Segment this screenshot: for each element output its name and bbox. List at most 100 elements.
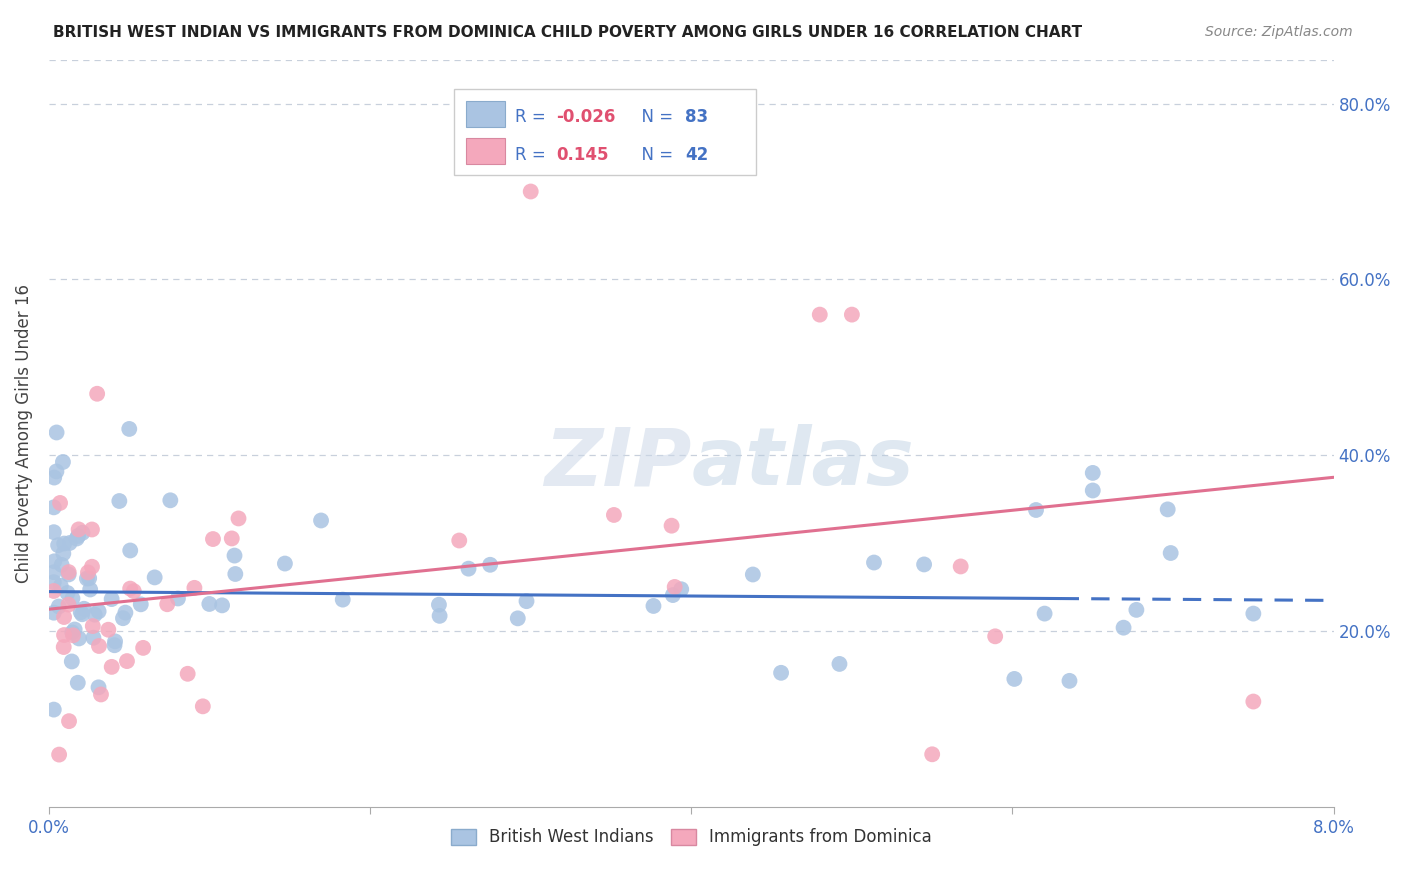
Point [108,494,131,508]
Point [49,579,72,593]
Point [53,610,76,624]
Point [49,496,72,510]
Point [183,581,205,595]
Y-axis label: Child Poverty Among Girls Under 16: Child Poverty Among Girls Under 16 [15,284,32,582]
Point [661,518,683,533]
Point [56,586,79,600]
Text: BRITISH WEST INDIAN VS IMMIGRANTS FROM DOMINICA CHILD POVERTY AMONG GIRLS UNDER : BRITISH WEST INDIAN VS IMMIGRANTS FROM D… [53,25,1083,40]
Point [143,570,166,584]
Point [129,597,152,611]
Text: 83: 83 [685,108,709,126]
Point [48,599,70,614]
Point [643,599,665,613]
Point [53,628,76,642]
Point [224,549,246,563]
Point [984,629,1007,643]
Text: atlas: atlas [692,425,914,502]
Text: 42: 42 [685,145,709,163]
Point [76,572,98,586]
Point [42,500,65,515]
Point [100,660,122,674]
Point [1081,483,1104,498]
Point [77,571,100,585]
Point [59,536,82,550]
Point [309,514,332,528]
Point [201,532,224,546]
Point [66,532,89,546]
Point [87,681,110,695]
Point [274,557,297,571]
Point [42,584,65,599]
Point [1112,621,1135,635]
Point [80,559,103,574]
Point [62,628,84,642]
Point [427,598,450,612]
Text: N =: N = [631,108,678,126]
Point [603,508,626,522]
Point [104,634,127,648]
Point [1125,603,1147,617]
Point [42,575,65,590]
Text: R =: R = [516,145,551,163]
Point [79,582,101,597]
Point [45,425,67,440]
Point [67,632,90,646]
Point [58,714,80,728]
Point [664,580,686,594]
Point [42,606,65,620]
FancyBboxPatch shape [454,89,755,176]
Point [44,554,66,568]
Point [156,597,179,611]
Point [332,592,354,607]
Point [67,529,90,543]
Point [1002,672,1025,686]
Point [86,386,108,401]
Point [87,639,110,653]
FancyBboxPatch shape [467,138,505,164]
Point [82,619,104,633]
Point [90,688,112,702]
Point [45,465,67,479]
FancyBboxPatch shape [467,101,505,127]
Point [58,598,80,612]
Point [83,607,105,622]
Text: Source: ZipAtlas.com: Source: ZipAtlas.com [1205,25,1353,39]
Point [1059,673,1081,688]
Point [449,533,471,548]
Point [211,599,233,613]
Point [429,608,451,623]
Point [100,592,122,607]
Point [191,699,214,714]
Point [52,640,75,654]
Point [1241,607,1264,621]
Point [62,591,84,606]
Text: -0.026: -0.026 [557,108,616,126]
Point [53,536,76,550]
Point [662,588,685,602]
Point [479,558,502,572]
Point [671,582,693,597]
Point [111,611,134,625]
Text: ZIP: ZIP [544,425,692,502]
Point [63,623,86,637]
Point [457,561,479,575]
Point [97,623,120,637]
Point [82,631,104,645]
Point [122,584,145,599]
Point [1157,502,1180,516]
Point [80,523,103,537]
Point [198,597,221,611]
Point [176,666,198,681]
Point [118,422,141,436]
Point [515,594,537,608]
Point [70,607,93,622]
Point [42,703,65,717]
Point [949,559,972,574]
Point [120,543,142,558]
Point [506,611,529,625]
Point [69,605,91,619]
Point [60,655,83,669]
Point [132,640,155,655]
Point [58,567,80,582]
Point [224,566,246,581]
